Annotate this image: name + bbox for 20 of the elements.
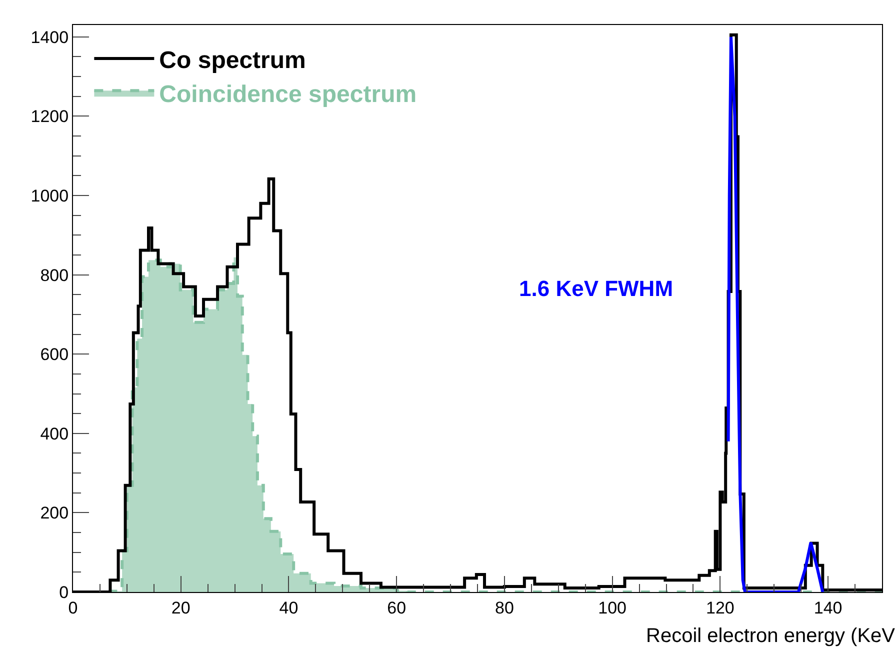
x-tick-label: 40 [279, 598, 298, 618]
y-tick-label: 800 [40, 266, 69, 285]
x-axis-title: Recoil electron energy (KeV [646, 625, 896, 647]
y-tick-label: 1200 [30, 107, 69, 126]
y-tick-label: 400 [40, 424, 69, 444]
x-tick-label: 60 [387, 598, 406, 618]
line-series [726, 35, 824, 592]
y-tick-label: 1000 [30, 186, 69, 206]
y-tick-label: 0 [59, 582, 69, 602]
x-tick-label: 120 [706, 598, 734, 618]
y-tick-label: 1400 [30, 28, 69, 47]
y-tick-label: 600 [40, 345, 69, 364]
legend-label: Co spectrum [159, 46, 306, 74]
x-tick-label: 80 [495, 598, 514, 618]
x-tick-label: 20 [171, 598, 190, 618]
legend-label: Coincidence spectrum [159, 81, 417, 108]
y-tick-label: 200 [40, 504, 69, 523]
x-tick-label: 100 [598, 598, 627, 618]
annotation: 1.6 KeV FWHM [519, 276, 674, 301]
x-tick-label: 140 [814, 598, 842, 618]
